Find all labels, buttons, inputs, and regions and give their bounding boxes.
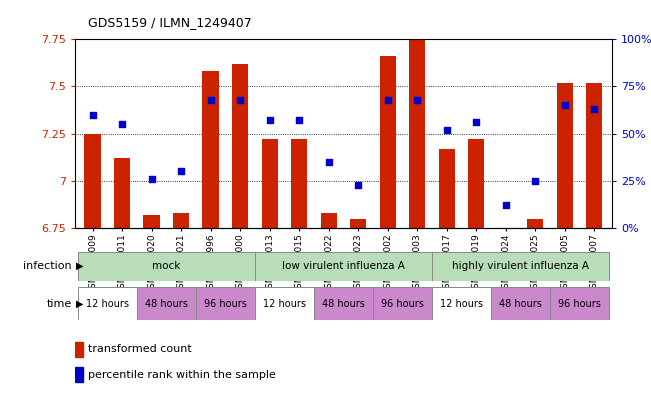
Text: 96 hours: 96 hours xyxy=(204,299,247,309)
Bar xyxy=(202,72,219,228)
Bar xyxy=(114,158,130,228)
Bar xyxy=(586,83,602,228)
Bar xyxy=(255,252,432,281)
Bar xyxy=(137,287,196,320)
Point xyxy=(441,127,452,133)
Text: percentile rank within the sample: percentile rank within the sample xyxy=(88,370,276,380)
Text: time: time xyxy=(46,299,72,309)
Bar xyxy=(262,139,278,228)
Point xyxy=(589,106,600,112)
Bar xyxy=(350,219,367,228)
Point xyxy=(501,202,511,208)
Text: infection: infection xyxy=(23,261,72,271)
Bar xyxy=(550,287,609,320)
Bar xyxy=(468,139,484,228)
Point xyxy=(530,178,540,184)
Point xyxy=(382,97,393,103)
Text: ▶: ▶ xyxy=(76,261,84,271)
Text: 48 hours: 48 hours xyxy=(322,299,365,309)
Bar xyxy=(373,287,432,320)
Text: transformed count: transformed count xyxy=(88,344,192,354)
Bar xyxy=(75,342,83,357)
Point xyxy=(471,119,481,125)
Bar xyxy=(320,213,337,228)
Bar xyxy=(78,252,255,281)
Bar xyxy=(291,139,307,228)
Point xyxy=(324,159,334,165)
Bar xyxy=(527,219,544,228)
Point xyxy=(206,97,216,103)
Bar xyxy=(557,83,573,228)
Text: 96 hours: 96 hours xyxy=(381,299,424,309)
Bar xyxy=(232,64,248,228)
Bar xyxy=(78,287,137,320)
Bar xyxy=(432,287,491,320)
Text: 12 hours: 12 hours xyxy=(440,299,483,309)
Text: 12 hours: 12 hours xyxy=(263,299,306,309)
Point xyxy=(235,97,245,103)
Bar xyxy=(196,287,255,320)
Text: 12 hours: 12 hours xyxy=(86,299,129,309)
Bar xyxy=(409,37,425,228)
Point xyxy=(294,117,305,123)
Text: highly virulent influenza A: highly virulent influenza A xyxy=(452,261,589,271)
Point xyxy=(353,182,363,188)
Text: low virulent influenza A: low virulent influenza A xyxy=(282,261,405,271)
Bar xyxy=(380,56,396,228)
Text: GDS5159 / ILMN_1249407: GDS5159 / ILMN_1249407 xyxy=(88,17,252,29)
Point xyxy=(146,176,157,182)
Text: 48 hours: 48 hours xyxy=(499,299,542,309)
Point xyxy=(264,117,275,123)
Bar xyxy=(85,134,101,228)
Bar xyxy=(255,287,314,320)
Bar xyxy=(173,213,189,228)
Bar xyxy=(143,215,159,228)
Bar xyxy=(75,367,83,382)
Point xyxy=(559,102,570,108)
Point xyxy=(176,168,186,174)
Text: ▶: ▶ xyxy=(76,299,84,309)
Point xyxy=(412,97,422,103)
Text: 96 hours: 96 hours xyxy=(558,299,601,309)
Bar xyxy=(432,252,609,281)
Point xyxy=(87,112,98,118)
Bar xyxy=(491,287,550,320)
Bar xyxy=(439,149,455,228)
Text: 48 hours: 48 hours xyxy=(145,299,187,309)
Bar xyxy=(314,287,373,320)
Point xyxy=(117,121,128,127)
Text: mock: mock xyxy=(152,261,180,271)
